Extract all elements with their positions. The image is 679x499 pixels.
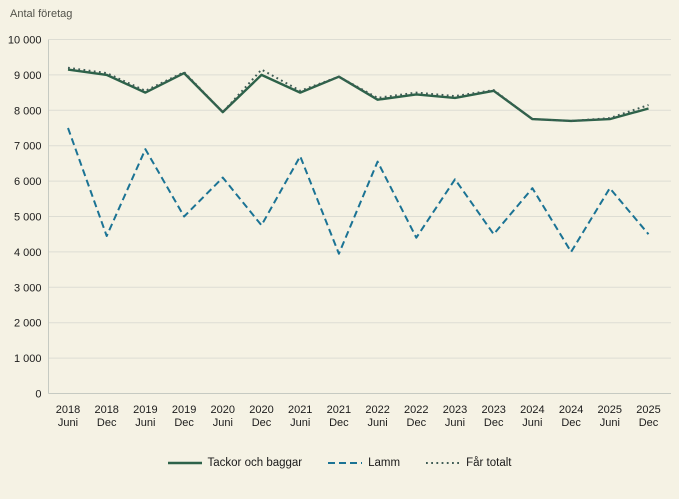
x-tick-label-year: 2023 <box>443 404 467 416</box>
y-tick-label: 9 000 <box>14 70 42 82</box>
x-tick-label-month: Dec <box>97 417 117 429</box>
x-tick-label-month: Dec <box>174 417 194 429</box>
line-chart: 0 1 000 2 000 3 000 4 000 5 000 6 000 7 000 8 00… <box>8 35 671 429</box>
x-tick-label-month: Juni <box>600 417 620 429</box>
dashed-line-swatch-icon <box>328 462 363 464</box>
x-tick-label-year: 2024 <box>520 404 544 416</box>
y-tick-label: 5 000 <box>14 212 42 224</box>
x-tick-label-year: 2021 <box>288 404 312 416</box>
legend-item-far-totalt[interactable]: Får totalt <box>426 457 511 469</box>
x-tick-label-year: 2018 <box>56 404 80 416</box>
legend-label: Tackor och baggar <box>207 457 303 469</box>
dotted-line-swatch-icon <box>426 462 461 464</box>
x-tick-label-year: 2019 <box>172 404 196 416</box>
legend-label: Får totalt <box>466 457 512 469</box>
x-tick-label-year: 2023 <box>481 404 505 416</box>
x-tick-label-month: Juni <box>522 417 542 429</box>
x-tick-label-year: 2025 <box>636 404 660 416</box>
series-line-f-r-totalt <box>67 66 649 122</box>
legend-label: Lamm <box>368 457 401 469</box>
x-tick-label-year: 2025 <box>598 404 622 416</box>
x-tick-label-year: 2021 <box>327 404 351 416</box>
x-tick-label-month: Juni <box>213 417 233 429</box>
x-tick-label-month: Dec <box>252 417 272 429</box>
y-tick-label: 1 000 <box>14 353 42 365</box>
y-tick-label: 2 000 <box>14 318 42 330</box>
x-tick-label-month: Dec <box>484 417 504 429</box>
series-line-tackor-och-baggar <box>67 68 649 123</box>
x-tick-label-year: 2022 <box>365 404 389 416</box>
solid-line-swatch-icon <box>167 461 202 465</box>
legend-item-lamm[interactable]: Lamm <box>328 457 400 469</box>
x-tick-label-month: Dec <box>561 417 581 429</box>
y-tick-label: 0 <box>35 389 41 401</box>
x-tick-label-month: Juni <box>445 417 465 429</box>
x-tick-label-month: Dec <box>639 417 659 429</box>
x-tick-label-month: Juni <box>135 417 155 429</box>
y-axis-title: Antal företag <box>10 8 73 20</box>
legend-item-tackor-och-baggar[interactable]: Tackor och baggar <box>167 457 303 469</box>
x-tick-label-year: 2024 <box>559 404 583 416</box>
x-tick-label-month: Juni <box>58 417 78 429</box>
x-tick-label-year: 2020 <box>211 404 235 416</box>
x-tick-label-year: 2022 <box>404 404 428 416</box>
y-tick-label: 7 000 <box>14 141 42 153</box>
legend: Tackor och baggar Lamm Får totalt <box>0 457 679 469</box>
x-tick-label-month: Dec <box>407 417 427 429</box>
y-tick-label: 10 000 <box>8 35 42 47</box>
x-tick-label-month: Juni <box>368 417 388 429</box>
y-tick-label: 8 000 <box>14 105 42 117</box>
x-tick-label-year: 2018 <box>94 404 118 416</box>
x-tick-label-year: 2020 <box>249 404 273 416</box>
y-tick-label: 4 000 <box>14 247 42 259</box>
y-tick-label: 6 000 <box>14 176 42 188</box>
series-line-lamm <box>67 127 650 255</box>
x-tick-label-month: Dec <box>329 417 349 429</box>
y-tick-label: 3 000 <box>14 282 42 294</box>
x-tick-label-month: Juni <box>290 417 310 429</box>
x-tick-label-year: 2019 <box>133 404 157 416</box>
